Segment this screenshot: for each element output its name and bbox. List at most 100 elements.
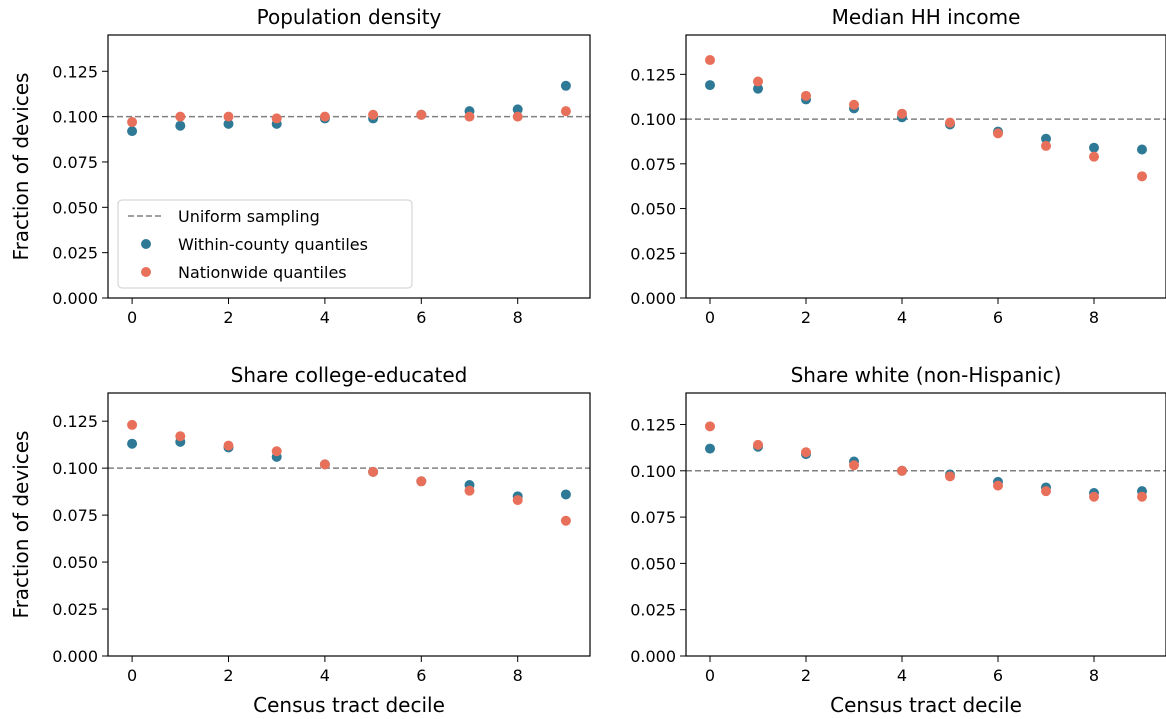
x-tick-label: 2 xyxy=(223,308,233,327)
nationwide-point xyxy=(512,495,523,506)
nationwide-point xyxy=(223,440,234,451)
within-county-point xyxy=(1041,133,1051,144)
panel-3: Share college-educated 0.000 0.025 0.050 0.0… xyxy=(9,363,591,717)
x-tick-label: 6 xyxy=(993,666,1003,685)
within-county-point xyxy=(127,126,138,137)
axes-frame xyxy=(685,392,1166,657)
panel-title: Median HH income xyxy=(832,5,1021,29)
within-county-point xyxy=(512,104,523,115)
legend-entry-label: Uniform sampling xyxy=(178,207,320,226)
x-tick-label: 2 xyxy=(801,666,811,685)
nationwide-point xyxy=(993,128,1003,139)
x-tick-label: 6 xyxy=(416,666,426,685)
nationwide-point xyxy=(705,55,715,66)
x-tick-label: 8 xyxy=(513,666,523,685)
x-tick-label: 8 xyxy=(1089,308,1099,327)
x-tick-label: 8 xyxy=(513,308,523,327)
axes-frame xyxy=(107,392,591,657)
y-tick-label: 0.125 xyxy=(630,415,676,434)
legend: Uniform sampling Within-county quantiles N… xyxy=(117,199,413,289)
nationwide-point xyxy=(897,108,907,119)
axes-frame xyxy=(685,34,1166,299)
x-axis-label: Census tract decile xyxy=(253,693,445,717)
y-tick-label: 0.000 xyxy=(52,647,98,666)
x-tick-label: 4 xyxy=(320,308,330,327)
within-county-point xyxy=(1089,142,1099,153)
nationwide-point xyxy=(801,90,811,101)
legend-nationwide-swatch xyxy=(141,267,151,277)
x-tick-label: 0 xyxy=(127,666,137,685)
panel-title: Share college-educated xyxy=(231,363,468,387)
within-county-point xyxy=(705,80,715,91)
y-tick-label: 0.100 xyxy=(630,110,676,129)
panel-title: Population density xyxy=(257,5,442,29)
nationwide-point xyxy=(512,111,523,122)
y-tick-label: 0.125 xyxy=(52,62,98,81)
y-tick-label: 0.050 xyxy=(630,200,676,219)
y-tick-label: 0.025 xyxy=(52,244,98,263)
nationwide-point xyxy=(560,515,571,526)
legend-within-swatch xyxy=(141,239,151,249)
x-tick-label: 8 xyxy=(1089,666,1099,685)
y-tick-label: 0.000 xyxy=(630,647,676,666)
nationwide-point xyxy=(753,76,763,87)
nationwide-point xyxy=(127,419,138,430)
panel-2: Median HH income 0.000 0.025 0.050 0.075 0.10… xyxy=(630,5,1166,327)
legend-entry-label: Nationwide quantiles xyxy=(178,263,347,282)
x-tick-label: 4 xyxy=(320,666,330,685)
x-tick-label: 4 xyxy=(897,308,907,327)
nationwide-point xyxy=(416,109,427,120)
nationwide-point xyxy=(1089,491,1099,502)
y-tick-label: 0.025 xyxy=(52,600,98,619)
y-tick-label: 0.050 xyxy=(630,554,676,573)
y-tick-label: 0.025 xyxy=(630,601,676,620)
nationwide-point xyxy=(1137,491,1147,502)
nationwide-point xyxy=(464,111,475,122)
nationwide-point xyxy=(175,431,186,442)
x-tick-label: 0 xyxy=(705,666,715,685)
nationwide-point xyxy=(175,111,186,122)
within-county-point xyxy=(1137,144,1147,155)
y-axis-label: Fraction of devices xyxy=(9,431,33,619)
y-tick-label: 0.075 xyxy=(52,153,98,172)
legend-box xyxy=(117,199,413,289)
nationwide-point xyxy=(271,446,282,457)
axes-frame xyxy=(107,34,591,299)
y-tick-label: 0.125 xyxy=(52,412,98,431)
x-tick-label: 6 xyxy=(993,308,1003,327)
nationwide-point xyxy=(464,485,475,496)
x-tick-label: 2 xyxy=(223,666,233,685)
y-tick-label: 0.075 xyxy=(630,508,676,527)
nationwide-point xyxy=(319,111,330,122)
nationwide-point xyxy=(271,113,282,124)
nationwide-point xyxy=(1137,171,1147,182)
within-county-point xyxy=(560,80,571,91)
panel-title: Share white (non-Hispanic) xyxy=(791,363,1062,387)
nationwide-point xyxy=(801,447,811,458)
x-tick-label: 2 xyxy=(801,308,811,327)
y-tick-label: 0.050 xyxy=(52,553,98,572)
nationwide-point xyxy=(849,460,859,471)
x-axis-label: Census tract decile xyxy=(830,693,1022,717)
y-tick-label: 0.125 xyxy=(630,65,676,84)
nationwide-point xyxy=(368,109,379,120)
within-county-point xyxy=(560,489,571,500)
y-tick-label: 0.075 xyxy=(630,155,676,174)
nationwide-point xyxy=(753,439,763,450)
within-county-point xyxy=(175,120,186,131)
y-axis-label: Fraction of devices xyxy=(9,73,33,261)
panel-1: Population density 0.000 0.025 0.050 0.075 0.… xyxy=(9,5,591,327)
nationwide-point xyxy=(945,471,955,482)
y-tick-label: 0.100 xyxy=(52,459,98,478)
y-tick-label: 0.000 xyxy=(630,289,676,308)
within-county-point xyxy=(705,443,715,454)
x-tick-label: 4 xyxy=(897,666,907,685)
within-county-point xyxy=(753,83,763,94)
nationwide-point xyxy=(993,480,1003,491)
legend-entry-label: Within-county quantiles xyxy=(178,235,368,254)
y-tick-label: 0.025 xyxy=(630,244,676,263)
nationwide-point xyxy=(368,466,379,477)
nationwide-point xyxy=(127,117,138,128)
nationwide-point xyxy=(849,99,859,110)
